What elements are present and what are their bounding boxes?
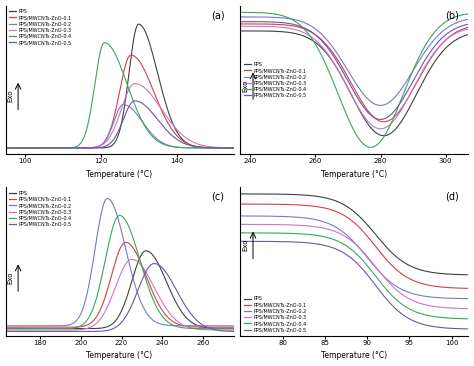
X-axis label: Temperature (°C): Temperature (°C): [86, 351, 153, 361]
Text: (c): (c): [211, 192, 224, 202]
Text: (b): (b): [446, 10, 459, 20]
X-axis label: Temperature (°C): Temperature (°C): [321, 351, 388, 361]
X-axis label: Temperature (°C): Temperature (°C): [86, 170, 153, 179]
Text: Exo: Exo: [242, 239, 248, 251]
Legend: PPS, PPS/MWCNTs-ZnO-0.1, PPS/MWCNTs-ZnO-0.2, PPS/MWCNTs-ZnO-0.3, PPS/MWCNTs-ZnO-: PPS, PPS/MWCNTs-ZnO-0.1, PPS/MWCNTs-ZnO-…: [243, 295, 307, 333]
Legend: PPS, PPS/MWCNTs-ZnO-0.1, PPS/MWCNTs-ZnO-0.2, PPS/MWCNTs-ZnO-0.3, PPS/MWCNTs-ZnO-: PPS, PPS/MWCNTs-ZnO-0.1, PPS/MWCNTs-ZnO-…: [243, 61, 307, 99]
Legend: PPS, PPS/MWCNTs-ZnO-0.1, PPS/MWCNTs-ZnO-0.2, PPS/MWCNTs-ZnO-0.3, PPS/MWCNTs-ZnO-: PPS, PPS/MWCNTs-ZnO-0.1, PPS/MWCNTs-ZnO-…: [8, 190, 73, 228]
Text: Exo: Exo: [7, 90, 13, 102]
X-axis label: Temperature (°C): Temperature (°C): [321, 170, 388, 179]
Text: (d): (d): [446, 192, 459, 202]
Text: (a): (a): [211, 10, 224, 20]
Legend: PPS, PPS/MWCNTs-ZnO-0.1, PPS/MWCNTs-ZnO-0.2, PPS/MWCNTs-ZnO-0.3, PPS/MWCNTs-ZnO-: PPS, PPS/MWCNTs-ZnO-0.1, PPS/MWCNTs-ZnO-…: [8, 8, 73, 46]
Text: Exo: Exo: [7, 272, 13, 284]
Text: Exo: Exo: [242, 79, 248, 92]
